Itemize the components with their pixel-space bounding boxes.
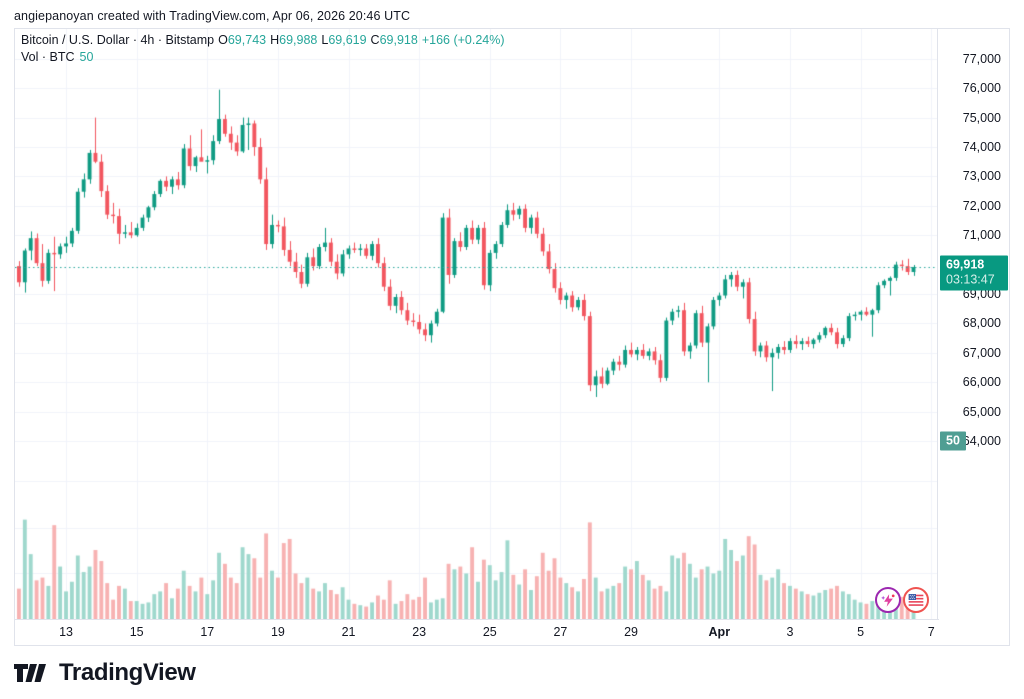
volume-last-value-badge[interactable]: 50 bbox=[940, 431, 966, 451]
tradingview-mark-icon bbox=[14, 664, 46, 682]
price-tick-label: 74,000 bbox=[962, 140, 1001, 154]
time-tick-label: 19 bbox=[270, 625, 285, 639]
price-scale[interactable]: 77,000 76,000 75,000 74,000 73,000 72,000 71,0… bbox=[937, 29, 1009, 645]
time-tick-label: 13 bbox=[59, 625, 73, 639]
time-tick-label: 25 bbox=[482, 625, 497, 639]
price-tick-label: 69,000 bbox=[962, 287, 1001, 302]
price-tick-label: 64,000 bbox=[962, 434, 1001, 449]
time-tick-label: 15 bbox=[129, 625, 144, 639]
us-flag-icon[interactable] bbox=[903, 587, 929, 613]
tradingview-wordmark: TradingView bbox=[59, 659, 196, 686]
price-tick-label: 73,000 bbox=[962, 169, 1001, 184]
chart-frame[interactable]: Bitcoin / U.S. Dollar · 4h · Bitstamp O69… bbox=[14, 28, 1010, 646]
price-tick-label: 77,000 bbox=[962, 51, 1001, 66]
attribution-text: angiepanoyan created with TradingView.co… bbox=[14, 9, 411, 23]
price-tick-label: 67,000 bbox=[962, 345, 1001, 360]
time-tick-label: 5 bbox=[857, 625, 865, 639]
time-tick-label: 27 bbox=[553, 625, 568, 639]
floating-badge-group bbox=[875, 587, 929, 613]
time-tick-label: 23 bbox=[412, 625, 427, 639]
time-tick-label: 17 bbox=[200, 625, 215, 639]
bar-countdown-timer: 03:13:47 bbox=[946, 272, 995, 287]
time-tick-label: 3 bbox=[786, 625, 794, 639]
time-tick-label: 21 bbox=[341, 625, 356, 639]
price-tick-label: 68,000 bbox=[962, 316, 1001, 331]
price-tick-label: 71,000 bbox=[962, 228, 1001, 243]
price-tick-label: 76,000 bbox=[962, 81, 1001, 96]
tradingview-logo[interactable]: TradingView bbox=[14, 659, 196, 687]
price-tick-label: 65,000 bbox=[962, 404, 1001, 419]
price-tick-label: 66,000 bbox=[962, 375, 1001, 390]
candlestick-chart-canvas[interactable] bbox=[15, 29, 939, 619]
time-scale[interactable]: 13 15 17 19 21 23 25 27 29 Apr 3 5 7 bbox=[15, 619, 939, 645]
price-tick-label: 72,000 bbox=[962, 198, 1001, 213]
price-tick-label: 75,000 bbox=[962, 110, 1001, 125]
time-tick-label: Apr bbox=[708, 625, 731, 639]
time-tick-label: 29 bbox=[624, 625, 638, 639]
ai-sparkle-icon[interactable] bbox=[875, 587, 901, 613]
time-tick-label: 7 bbox=[927, 625, 935, 639]
current-price-value: 69,918 bbox=[946, 257, 985, 272]
current-price-badge[interactable]: 69,918 03:13:47 bbox=[940, 255, 1008, 291]
